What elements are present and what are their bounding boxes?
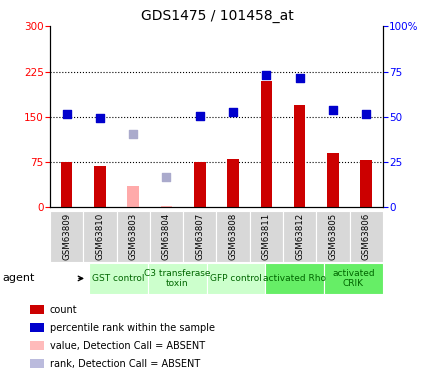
Text: count: count: [49, 305, 77, 315]
Point: [96, 115, 103, 121]
Bar: [50, 211, 83, 262]
Bar: [326, 153, 338, 207]
Text: GSM63807: GSM63807: [195, 213, 204, 260]
Text: GSM63809: GSM63809: [62, 213, 71, 260]
Text: GDS1475 / 101458_at: GDS1475 / 101458_at: [141, 9, 293, 23]
Text: GSM63805: GSM63805: [328, 213, 337, 260]
Bar: [323, 262, 382, 294]
Bar: [127, 186, 139, 207]
Bar: [30, 359, 44, 368]
Bar: [160, 206, 172, 207]
Bar: [61, 162, 72, 207]
Point: [229, 109, 236, 115]
Point: [329, 106, 335, 112]
Bar: [349, 211, 382, 262]
Bar: [227, 159, 238, 207]
Text: GFP control: GFP control: [210, 274, 261, 283]
Bar: [194, 162, 205, 207]
Bar: [94, 166, 105, 207]
Bar: [216, 211, 249, 262]
Text: value, Detection Call = ABSENT: value, Detection Call = ABSENT: [49, 341, 204, 351]
Bar: [316, 211, 349, 262]
Text: activated
CRIK: activated CRIK: [332, 269, 374, 288]
Bar: [293, 105, 305, 207]
Bar: [260, 81, 272, 207]
Bar: [265, 262, 323, 294]
Bar: [283, 211, 316, 262]
Bar: [116, 211, 149, 262]
Point: [296, 75, 302, 81]
Text: GSM63806: GSM63806: [361, 213, 370, 260]
Bar: [30, 323, 44, 332]
Text: GSM63804: GSM63804: [161, 213, 171, 260]
Text: GSM63803: GSM63803: [128, 213, 138, 260]
Text: percentile rank within the sample: percentile rank within the sample: [49, 323, 214, 333]
Text: GSM63810: GSM63810: [95, 213, 104, 260]
Bar: [249, 211, 283, 262]
Text: GST control: GST control: [92, 274, 145, 283]
Bar: [148, 262, 206, 294]
Point: [362, 111, 369, 117]
Text: GSM63812: GSM63812: [294, 213, 303, 260]
Point: [63, 111, 70, 117]
Bar: [149, 211, 183, 262]
Bar: [89, 262, 148, 294]
Text: activated Rho: activated Rho: [263, 274, 326, 283]
Point: [163, 174, 170, 180]
Bar: [83, 211, 116, 262]
Bar: [206, 262, 265, 294]
Point: [262, 72, 269, 78]
Bar: [30, 305, 44, 314]
Bar: [30, 341, 44, 350]
Text: agent: agent: [2, 273, 34, 284]
Text: GSM63811: GSM63811: [261, 213, 270, 260]
Bar: [183, 211, 216, 262]
Point: [196, 113, 203, 119]
Text: C3 transferase
toxin: C3 transferase toxin: [144, 269, 210, 288]
Text: GSM63808: GSM63808: [228, 213, 237, 260]
Text: rank, Detection Call = ABSENT: rank, Detection Call = ABSENT: [49, 359, 200, 369]
Point: [129, 131, 136, 137]
Bar: [359, 160, 371, 207]
